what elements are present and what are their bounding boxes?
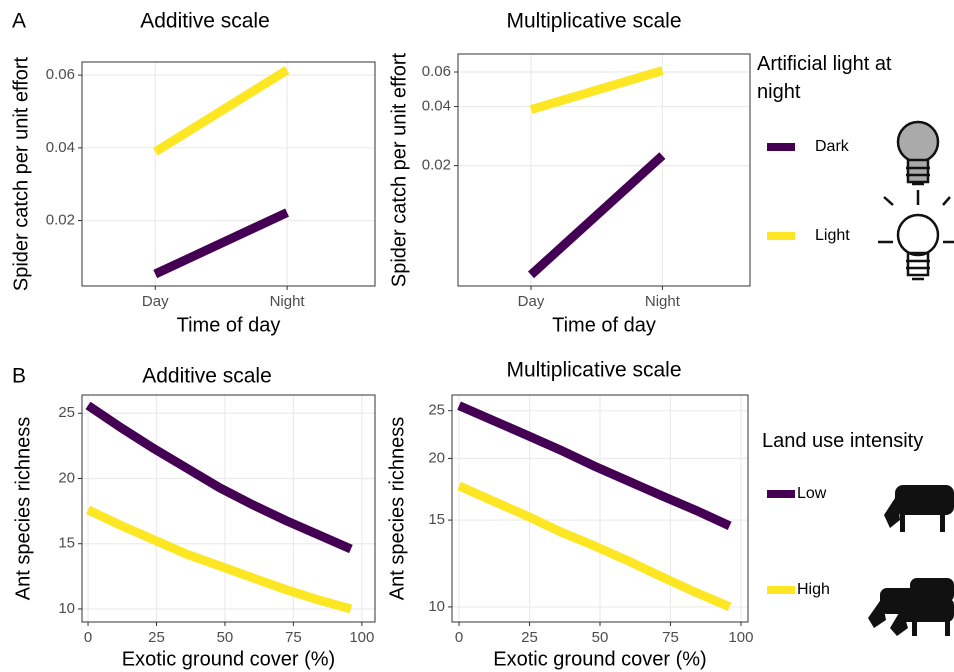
- series-line: [457, 401, 732, 530]
- x-axis-label: Time of day: [177, 314, 281, 336]
- y-tick-label: 15: [428, 511, 445, 528]
- series-line: [527, 152, 666, 279]
- series-line: [529, 66, 664, 114]
- series-line: [85, 401, 353, 554]
- series-line: [152, 66, 290, 156]
- y-axis-label: Ant species richness: [12, 417, 34, 600]
- y-tick-label: 0.02: [422, 157, 451, 174]
- plot-border: [81, 61, 376, 287]
- y-tick-label: 0.04: [46, 139, 75, 156]
- legend-label: Dark: [815, 138, 850, 155]
- x-tick-label: 0: [84, 629, 92, 646]
- cow-icon: [884, 485, 954, 532]
- chart-title: Multiplicative scale: [506, 10, 681, 33]
- plot-border: [81, 394, 376, 623]
- x-axis-label: Time of day: [552, 314, 656, 336]
- legend-label: Light: [815, 227, 850, 244]
- x-tick-label: 50: [217, 629, 234, 646]
- bulb-dark-icon: [896, 120, 940, 186]
- y-tick-label: 0.04: [422, 98, 451, 115]
- chart-title: Additive scale: [142, 365, 272, 388]
- y-tick-label: 15: [58, 535, 75, 552]
- x-tick-label: Day: [518, 293, 545, 310]
- y-tick-label: 20: [58, 469, 75, 486]
- x-tick-label: 25: [148, 629, 165, 646]
- legend-title: Artificial light at night: [757, 53, 892, 103]
- plot-border: [451, 394, 749, 623]
- x-axis-label: Exotic ground cover (%): [122, 648, 335, 670]
- y-tick-label: 0.06: [46, 66, 75, 83]
- plot-background: [82, 62, 375, 286]
- plot-background: [458, 54, 750, 286]
- x-axis-label: Exotic ground cover (%): [493, 648, 706, 670]
- series-line: [86, 505, 353, 614]
- legend-title: Land use intensity: [762, 430, 924, 452]
- x-tick-label: Night: [270, 293, 306, 310]
- x-tick-label: Night: [645, 293, 681, 310]
- y-tick-label: 25: [58, 404, 75, 421]
- plot-border: [457, 53, 751, 287]
- panel-label: A: [12, 10, 26, 33]
- y-axis-label: Ant species richness: [386, 417, 408, 600]
- chart-title: Additive scale: [140, 10, 270, 33]
- x-tick-label: 75: [662, 629, 679, 646]
- x-tick-label: Day: [142, 293, 169, 310]
- y-axis-label: Spider catch per unit effort: [388, 52, 410, 287]
- legend-label: Low: [797, 485, 827, 502]
- y-tick-label: 10: [428, 598, 445, 615]
- chart-title: Multiplicative scale: [506, 359, 681, 382]
- x-tick-label: 100: [728, 629, 753, 646]
- y-tick-label: 0.06: [422, 63, 451, 80]
- series-line: [457, 481, 732, 612]
- y-tick-label: 20: [428, 449, 445, 466]
- series-line: [153, 208, 290, 279]
- x-tick-label: 0: [455, 629, 463, 646]
- y-tick-label: 10: [58, 600, 75, 617]
- x-tick-label: 75: [285, 629, 302, 646]
- cattle-icon: [868, 578, 954, 636]
- legend-label: High: [797, 581, 830, 598]
- bulb-light-icon: [878, 190, 954, 281]
- x-tick-label: 25: [521, 629, 538, 646]
- y-axis-label: Spider catch per unit effort: [10, 56, 32, 291]
- y-tick-label: 0.02: [46, 212, 75, 229]
- panel-label: B: [12, 365, 26, 388]
- y-tick-label: 25: [428, 402, 445, 419]
- x-tick-label: 50: [592, 629, 609, 646]
- x-tick-label: 100: [349, 629, 374, 646]
